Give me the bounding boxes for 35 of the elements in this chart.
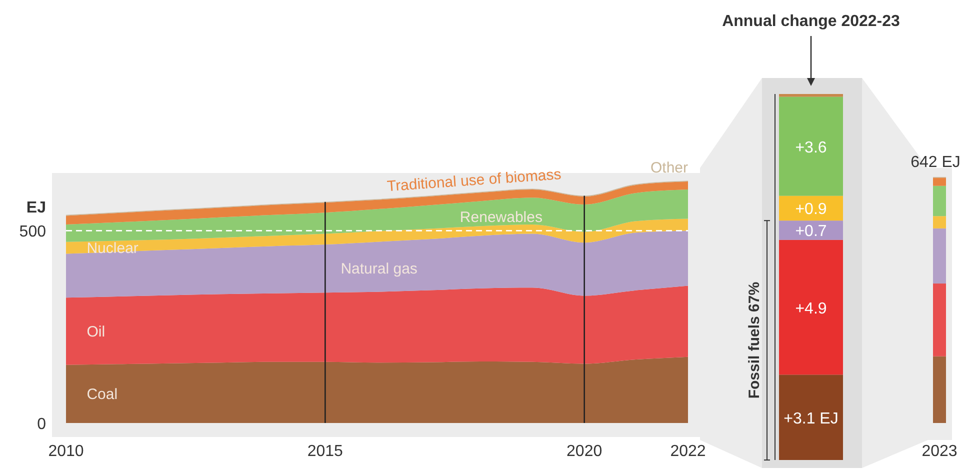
series-label: Oil — [86, 323, 106, 340]
series-label: Coal — [86, 386, 118, 403]
text: 642 EJ — [910, 154, 960, 171]
series-label: Traditional use of biomass — [386, 166, 562, 196]
bar — [933, 228, 946, 284]
chart-title: Annual change 2022-23 — [722, 13, 900, 30]
x-tick-label: 2022 — [670, 443, 706, 460]
bar — [779, 220, 843, 240]
series-label: Renewables — [460, 209, 542, 226]
bar — [779, 240, 843, 375]
bar — [933, 216, 946, 228]
data-label: +4.9 — [795, 300, 827, 318]
bar — [933, 284, 946, 356]
bar — [779, 196, 843, 221]
bar — [779, 374, 843, 460]
x-tick-label: 2023 — [922, 443, 958, 460]
text: Fossil fuels 67% — [746, 282, 763, 399]
series-label: Nuclear — [86, 240, 138, 257]
series-label: Other — [650, 160, 688, 177]
series-label: Natural gas — [340, 260, 418, 278]
x-tick-label: 2010 — [48, 443, 84, 460]
bar — [779, 96, 843, 196]
bar — [933, 356, 946, 423]
bar — [933, 186, 946, 216]
bar — [779, 94, 843, 97]
data-label: +3.6 — [795, 139, 827, 156]
data-label: +0.7 — [795, 223, 827, 240]
x-tick-label: 2015 — [307, 443, 344, 460]
x-tick-label: 2020 — [566, 443, 602, 460]
y-axis-title: EJ — [26, 200, 46, 217]
data-label: +0.9 — [795, 201, 827, 218]
data-label: +3.1 EJ — [784, 410, 838, 428]
y-tick-label: 500 — [19, 224, 46, 241]
y-tick-label: 0 — [37, 416, 46, 433]
bar — [933, 178, 946, 186]
